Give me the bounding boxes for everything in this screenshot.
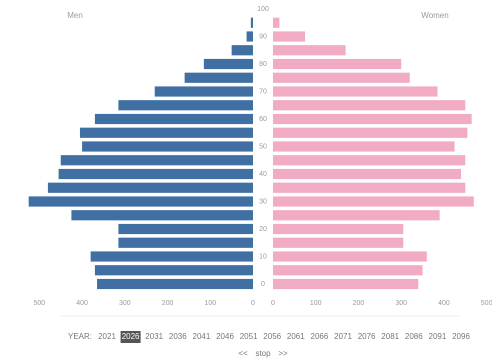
x-tick-label: 0 [271, 300, 275, 307]
year-option[interactable]: 2026 [122, 332, 140, 341]
bar [273, 127, 468, 138]
age-label: 70 [259, 88, 267, 95]
year-option[interactable]: 2046 [216, 332, 234, 341]
bar [273, 100, 466, 111]
bar [273, 251, 427, 262]
bar [94, 113, 253, 125]
bar [273, 72, 410, 83]
bar [273, 141, 455, 152]
year-option[interactable]: 2091 [429, 332, 447, 341]
year-option[interactable]: 2066 [311, 332, 329, 341]
bar [273, 196, 474, 207]
bar [246, 31, 253, 42]
bar [273, 210, 440, 221]
bar [273, 223, 404, 235]
x-tick-label: 400 [76, 300, 88, 307]
age-label: 50 [259, 143, 267, 150]
bar [97, 278, 253, 290]
bar [273, 168, 461, 180]
bar [47, 182, 254, 193]
x-tick-label: 500 [34, 300, 46, 307]
bar [118, 100, 253, 111]
year-option[interactable]: 2041 [193, 332, 211, 341]
year-option[interactable]: 2076 [358, 332, 376, 341]
bar [28, 196, 253, 207]
x-tick-label: 200 [353, 300, 365, 307]
bar [273, 86, 438, 97]
year-option[interactable]: 2061 [287, 332, 305, 341]
bar [273, 58, 402, 70]
year-option[interactable]: 2086 [405, 332, 423, 341]
age-label: 80 [259, 61, 267, 68]
year-option[interactable]: 2036 [169, 332, 187, 341]
year-option[interactable]: 2096 [452, 332, 470, 341]
bar [184, 72, 253, 83]
bar [58, 168, 253, 180]
playback-button[interactable]: stop [255, 349, 271, 358]
x-tick-label: 0 [251, 300, 255, 307]
bar [273, 182, 466, 193]
age-label: 100 [257, 6, 269, 13]
bar [273, 45, 346, 56]
bar [71, 210, 253, 221]
bar [231, 45, 253, 56]
bar [203, 58, 253, 70]
playback-button[interactable]: >> [278, 349, 288, 358]
year-label: YEAR: [68, 332, 92, 341]
left-label: Men [67, 11, 83, 20]
bar [250, 17, 253, 28]
bar [273, 265, 423, 276]
x-tick-label: 100 [204, 300, 216, 307]
x-tick-label: 200 [162, 300, 174, 307]
x-tick-label: 500 [481, 300, 492, 307]
bar [273, 31, 306, 42]
year-option[interactable]: 2021 [98, 332, 116, 341]
age-label: 40 [259, 171, 267, 178]
year-option[interactable]: 2081 [381, 332, 399, 341]
x-tick-label: 400 [438, 300, 450, 307]
bar [79, 127, 253, 138]
x-tick-label: 300 [395, 300, 407, 307]
bar [273, 113, 472, 125]
bar [273, 155, 466, 166]
x-tick-label: 100 [310, 300, 322, 307]
year-option[interactable]: 2056 [263, 332, 281, 341]
age-label: 0 [261, 281, 265, 288]
bar [118, 223, 253, 235]
bar [94, 265, 253, 276]
year-option[interactable]: 2031 [145, 332, 163, 341]
year-option[interactable]: 2051 [240, 332, 258, 341]
year-highlight [120, 331, 141, 343]
bar [273, 17, 280, 28]
bar [90, 251, 254, 262]
bar [60, 155, 254, 166]
bar [273, 278, 419, 290]
bar [82, 141, 253, 152]
right-label: Women [421, 11, 448, 20]
bar [273, 237, 404, 248]
bar [154, 86, 253, 97]
bar [118, 237, 253, 248]
age-label: 60 [259, 116, 267, 123]
age-label: 10 [259, 253, 267, 260]
age-label: 20 [259, 226, 267, 233]
age-label: 30 [259, 198, 267, 205]
year-option[interactable]: 2071 [334, 332, 352, 341]
age-label: 90 [259, 33, 267, 40]
x-tick-label: 300 [119, 300, 131, 307]
playback-button[interactable]: << [238, 349, 248, 358]
